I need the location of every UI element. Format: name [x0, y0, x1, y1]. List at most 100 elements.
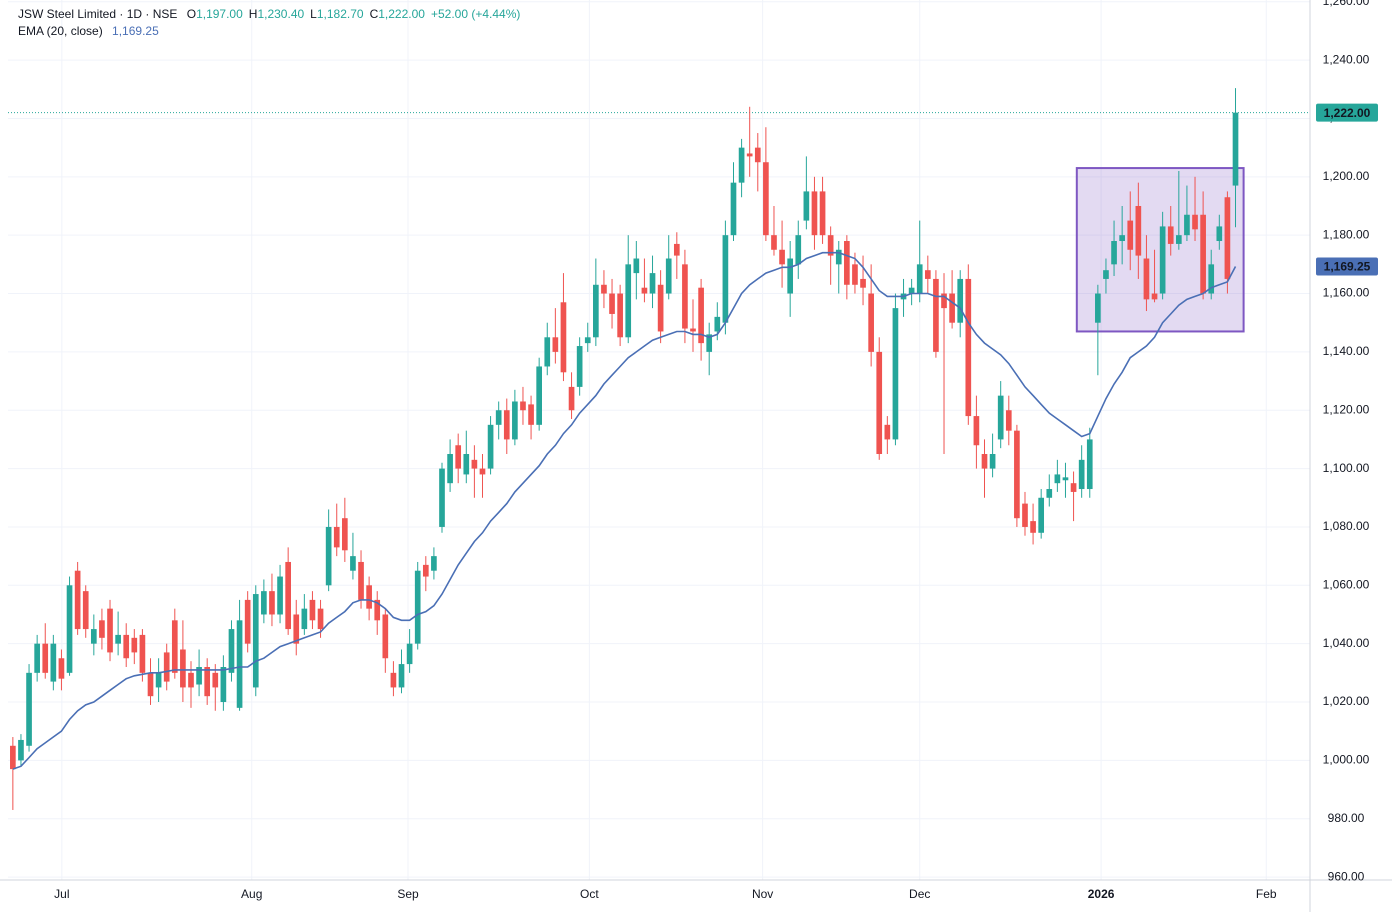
candle-body — [139, 634, 146, 673]
x-tick-label: Nov — [752, 887, 773, 901]
candle-body — [285, 561, 291, 630]
candle-body — [649, 273, 656, 294]
candle-body — [673, 243, 680, 256]
ohlc-value: 1,222.00 — [378, 7, 425, 21]
candle-body — [236, 620, 243, 708]
indicator-name: EMA (20, close) — [18, 24, 103, 38]
candle-body — [261, 591, 267, 615]
candle-body — [528, 404, 534, 425]
candle-body — [1151, 293, 1158, 300]
candle-body — [350, 556, 356, 571]
y-tick-label: 960.00 — [1328, 869, 1365, 883]
y-tick-label: 1,000.00 — [1323, 753, 1370, 767]
grid — [8, 0, 1310, 880]
change: +52.00 (+4.44%) — [431, 7, 520, 21]
candle-body — [722, 235, 729, 323]
y-tick-label: 1,200.00 — [1323, 169, 1370, 183]
candle-body — [131, 637, 138, 653]
candle-body — [852, 264, 858, 285]
candle-body — [301, 608, 308, 630]
candle-body — [495, 410, 502, 425]
ohlc-key: O — [187, 7, 196, 21]
candle-body — [398, 664, 405, 688]
x-tick-label: Aug — [241, 887, 262, 901]
candle-body — [738, 147, 745, 183]
candle-body — [414, 570, 421, 644]
candle-body — [860, 278, 866, 288]
candle-body — [997, 395, 1004, 440]
candle-body — [196, 667, 202, 685]
candle-body — [520, 401, 526, 411]
candle-body — [746, 153, 753, 157]
candle-body — [244, 599, 251, 644]
candle-body — [601, 284, 607, 294]
candle-body — [10, 745, 16, 770]
candle-body — [941, 293, 947, 309]
candle-body — [1046, 489, 1053, 498]
plot — [8, 88, 1310, 810]
candle-body — [609, 293, 615, 314]
candle-body — [66, 585, 73, 673]
candle-body — [803, 191, 810, 221]
candle-body — [212, 672, 219, 688]
candle-body — [1119, 235, 1125, 242]
indicator-value: 1,169.25 — [112, 24, 159, 38]
candle-body — [698, 287, 704, 344]
candle-body — [617, 293, 623, 338]
candle-body — [552, 337, 559, 352]
candle-body — [1159, 226, 1166, 294]
y-tick-label: 1,060.00 — [1323, 577, 1370, 591]
candle-body — [1005, 410, 1012, 431]
indicator-line: EMA (20, close) 1,169.25 — [18, 24, 159, 38]
candle-body — [317, 608, 324, 630]
candle-body — [682, 264, 688, 329]
price-tag-label: 1,222.00 — [1324, 106, 1371, 120]
y-tick-label: 1,080.00 — [1323, 519, 1370, 533]
candle-body — [479, 468, 486, 475]
candle-body — [771, 235, 777, 250]
candle-body — [1030, 521, 1036, 533]
candle-body — [163, 652, 170, 682]
y-tick-label: 980.00 — [1328, 811, 1365, 825]
candle-body — [204, 667, 211, 697]
candle-body — [277, 576, 283, 615]
candle-body — [1054, 474, 1061, 484]
candle-body — [188, 672, 194, 688]
candle-body — [342, 518, 348, 551]
candle-body — [787, 258, 794, 294]
candle-body — [90, 629, 97, 644]
candle-body — [74, 570, 81, 630]
candle-body — [811, 191, 818, 236]
candle-body — [366, 585, 372, 609]
candle-body — [82, 591, 89, 630]
y-tick-label: 1,260.00 — [1323, 0, 1370, 8]
y-tick-label: 1,020.00 — [1323, 694, 1370, 708]
header-line: JSW Steel Limited · 1D · NSE O1,197.00 H1… — [18, 7, 520, 21]
candle-body — [1175, 235, 1182, 244]
candle-body — [560, 302, 567, 373]
candle-body — [293, 614, 300, 644]
y-tick-label: 1,240.00 — [1323, 52, 1370, 66]
candle-body — [463, 454, 470, 475]
candle-body — [1135, 205, 1142, 256]
candle-body — [447, 454, 453, 484]
price-tag — [1316, 257, 1378, 276]
candle-body — [180, 649, 186, 688]
title: JSW Steel Limited · 1D · NSE — [18, 7, 177, 21]
candle-body — [576, 346, 583, 387]
candle-body — [1127, 220, 1134, 250]
candle-body — [593, 284, 599, 338]
y-tick-label: 1,160.00 — [1323, 286, 1370, 300]
candle-body — [1167, 226, 1174, 244]
ohlc-key: L — [310, 7, 317, 21]
candle-body — [625, 264, 632, 338]
candle-body — [1224, 197, 1231, 279]
candle-body — [868, 293, 874, 352]
ohlc-key: H — [249, 7, 258, 21]
candle-body — [690, 328, 696, 332]
candle-body — [779, 249, 785, 265]
candle-body — [171, 620, 178, 673]
candle-body — [1062, 477, 1069, 481]
candle-body — [965, 278, 972, 417]
